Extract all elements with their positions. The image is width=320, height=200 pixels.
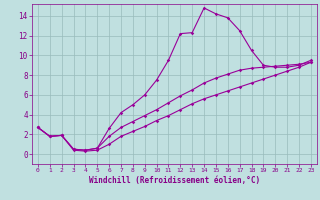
X-axis label: Windchill (Refroidissement éolien,°C): Windchill (Refroidissement éolien,°C) xyxy=(89,176,260,185)
